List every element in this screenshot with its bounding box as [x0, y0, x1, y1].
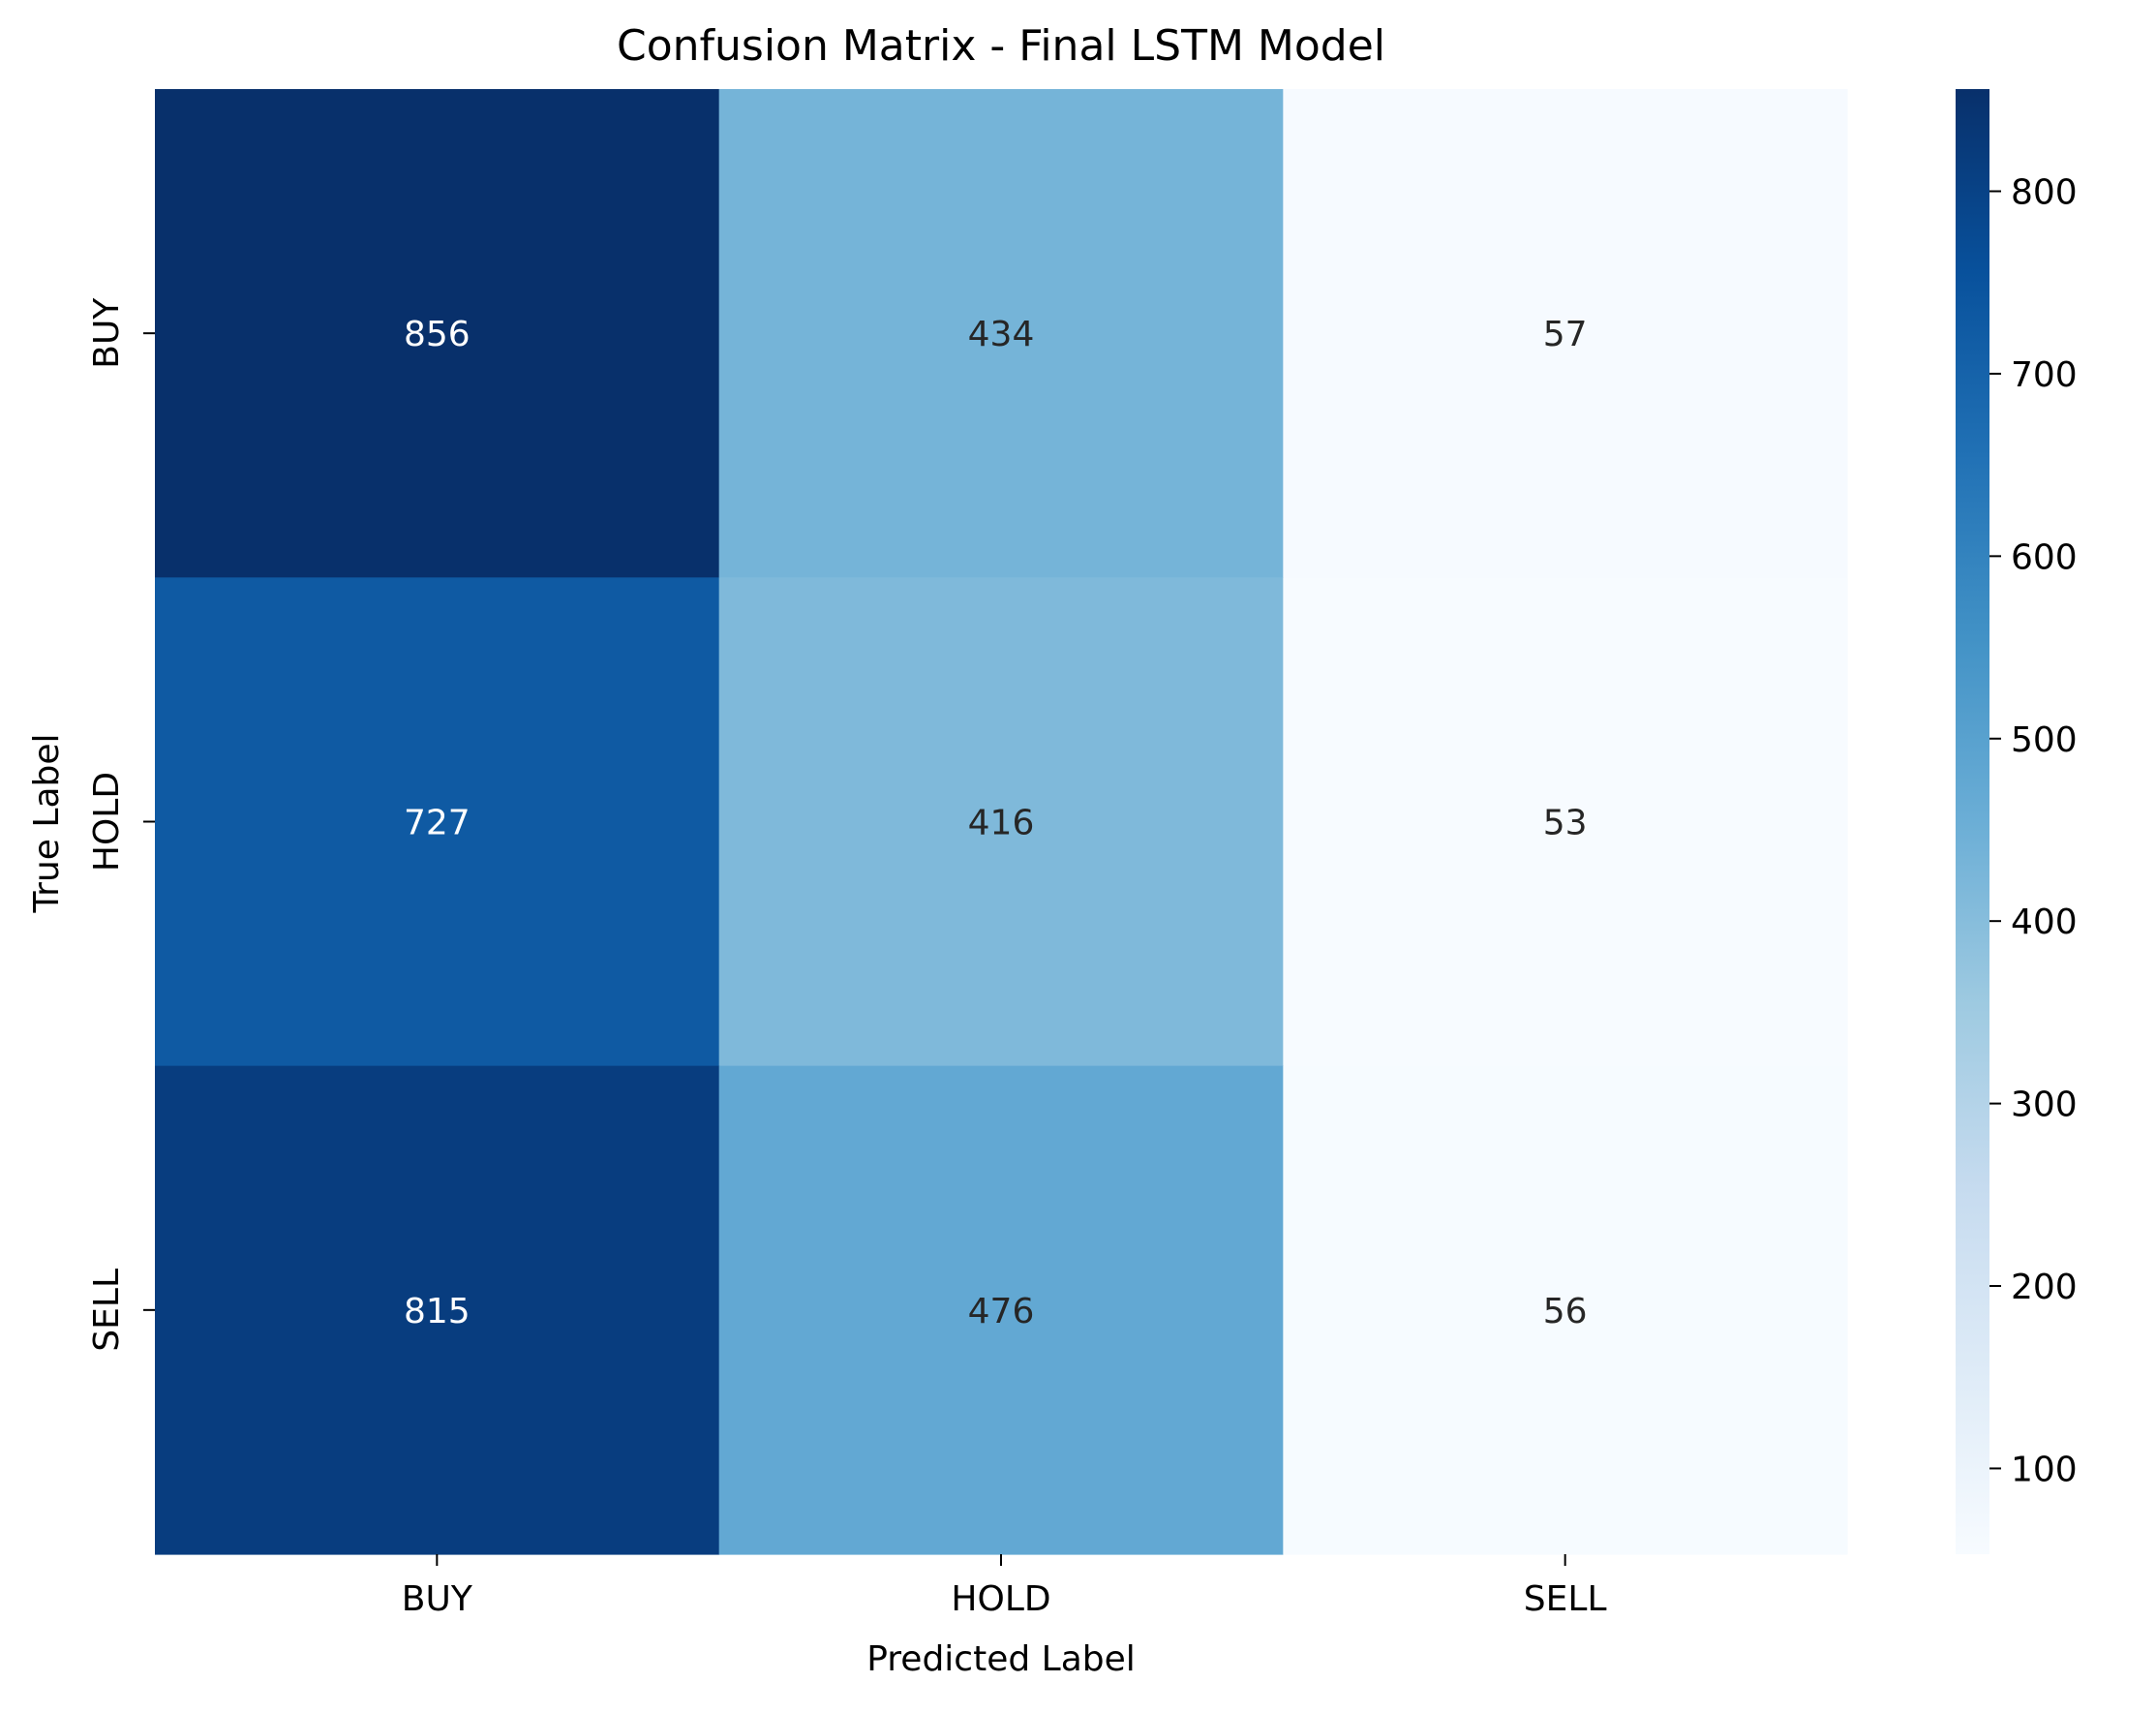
colorbar-tick-label: 100 — [2011, 1450, 2078, 1489]
cell-value-label: 53 — [1543, 804, 1588, 843]
cell-value-label: 476 — [968, 1292, 1035, 1331]
cell-value-label: 727 — [404, 804, 471, 843]
cell-value-label: 416 — [968, 804, 1035, 843]
x-tick-label: SELL — [1524, 1579, 1607, 1619]
colorbar-tick-label: 200 — [2011, 1268, 2078, 1307]
y-axis-label: True Label — [27, 733, 67, 913]
heatmap-cell-sell-sell — [1283, 1065, 1848, 1555]
heatmap-cell-buy-sell — [1283, 89, 1848, 578]
colorbar-tick-label: 300 — [2011, 1086, 2078, 1125]
heatmap-cell-sell-hold — [718, 1065, 1284, 1555]
chart-title: Confusion Matrix - Final LSTM Model — [617, 21, 1385, 71]
colorbar-tick-label: 400 — [2011, 902, 2078, 942]
heatmap-cell-labels: 856 434 57 727 416 53 815 476 56 — [404, 315, 1588, 1331]
cell-value-label: 57 — [1543, 315, 1588, 354]
y-tick-label: SELL — [87, 1269, 127, 1352]
cell-value-label: 856 — [404, 315, 471, 354]
cell-value-label: 434 — [968, 315, 1035, 354]
cell-value-label: 815 — [404, 1292, 471, 1331]
colorbar-tick-label: 800 — [2011, 173, 2078, 213]
heatmap-cells — [155, 89, 1848, 1555]
heatmap-cell-sell-buy — [155, 1065, 720, 1555]
heatmap-cell-hold-hold — [718, 577, 1284, 1067]
x-tick-label: HOLD — [951, 1579, 1050, 1619]
cell-value-label: 56 — [1543, 1292, 1588, 1331]
colorbar-tick-label: 700 — [2011, 355, 2078, 395]
y-tick-label: BUY — [87, 297, 127, 369]
x-axis-label: Predicted Label — [866, 1639, 1136, 1679]
x-tick-label: BUY — [402, 1579, 473, 1619]
colorbar: 100 200 300 400 500 600 700 800 — [1956, 89, 2078, 1554]
y-tick-label: HOLD — [87, 772, 127, 872]
heatmap-cell-hold-buy — [155, 577, 720, 1067]
heatmap-cell-buy-buy — [155, 89, 720, 578]
colorbar-tick-label: 600 — [2011, 537, 2078, 577]
heatmap-cell-buy-hold — [718, 89, 1284, 578]
colorbar-tick-label: 500 — [2011, 720, 2078, 760]
heatmap-cell-hold-sell — [1283, 577, 1848, 1067]
y-axis: BUY HOLD SELL — [87, 297, 155, 1352]
colorbar-gradient — [1956, 89, 1989, 1554]
x-axis: BUY HOLD SELL — [402, 1554, 1607, 1619]
